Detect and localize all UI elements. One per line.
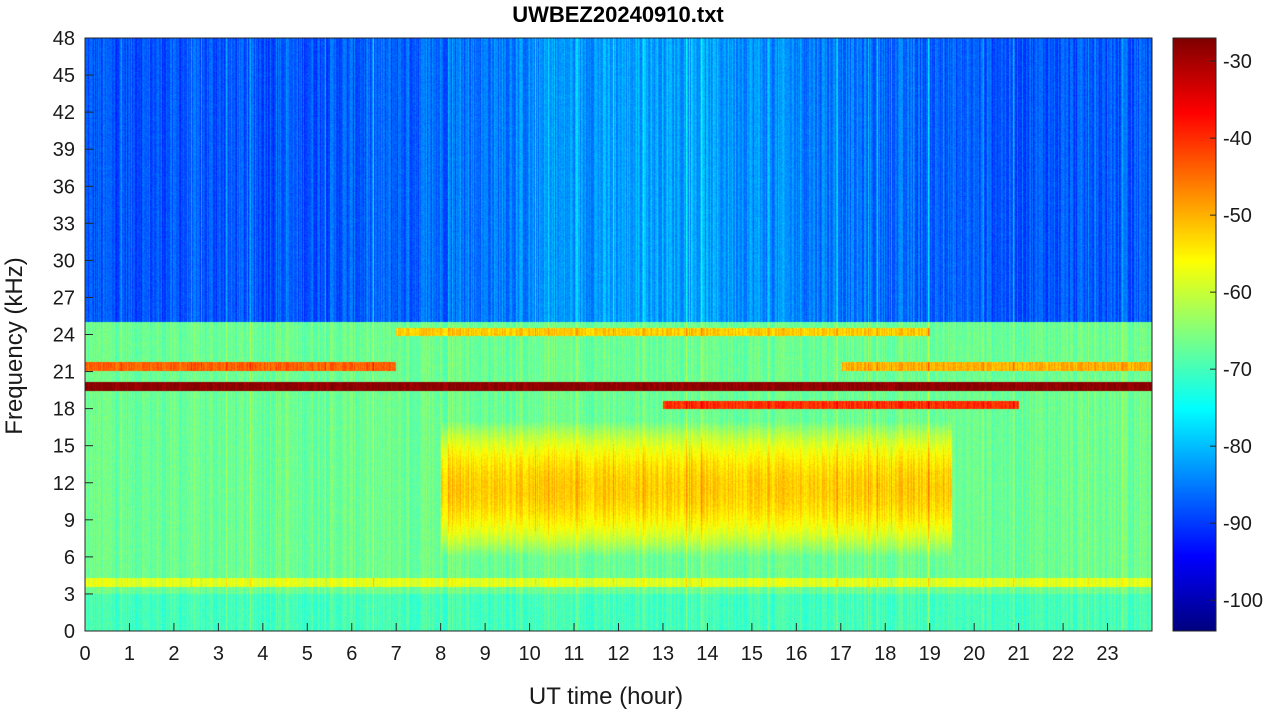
x-tick-label: 11: [564, 643, 585, 665]
x-tick-label: 15: [741, 643, 763, 665]
colorbar-tick-label: -100: [1223, 590, 1263, 612]
y-tick-label: 21: [53, 362, 75, 384]
y-tick-label: 9: [64, 510, 75, 532]
x-tick-label: 23: [1096, 643, 1118, 665]
colorbar-ticks: -100 -90 -80 -70 -60 -50 -40 -30: [1210, 51, 1263, 612]
y-tick-label: 15: [53, 436, 75, 458]
y-tick-label: 3: [64, 584, 75, 606]
colorbar-tick-label: -40: [1223, 128, 1252, 150]
x-tick-label: 0: [79, 643, 90, 665]
y-tick-label: 30: [53, 250, 75, 272]
y-tick-label: 0: [64, 621, 75, 643]
x-tick-label: 13: [652, 643, 674, 665]
y-tick-label: 42: [53, 102, 75, 124]
y-tick-label: 27: [53, 287, 75, 309]
y-tick-label: 45: [53, 65, 75, 87]
y-tick-label: 24: [53, 325, 75, 347]
y-axis-label: Frequency (kHz): [1, 257, 28, 434]
colorbar-tick-label: -80: [1223, 436, 1252, 458]
x-tick-label: 6: [346, 643, 357, 665]
x-tick-label: 9: [480, 643, 491, 665]
colorbar-tick-label: -90: [1223, 513, 1252, 535]
x-tick-label: 2: [168, 643, 179, 665]
x-tick-label: 5: [302, 643, 313, 665]
colorbar-tick-label: -60: [1223, 282, 1252, 304]
y-tick-label: 12: [53, 473, 75, 495]
colorbar-tick-label: -70: [1223, 359, 1252, 381]
x-tick-label: 10: [518, 643, 540, 665]
y-tick-label: 39: [53, 139, 75, 161]
colorbar-frame: [1172, 37, 1217, 632]
x-tick-label: 22: [1052, 643, 1074, 665]
y-tick-label: 6: [64, 547, 75, 569]
y-tick-label: 36: [53, 176, 75, 198]
x-tick-label: 18: [874, 643, 896, 665]
x-tick-label: 4: [257, 643, 268, 665]
y-tick-label: 48: [53, 28, 75, 50]
x-tick-label: 12: [607, 643, 629, 665]
chart-title: UWBEZ20240910.txt: [512, 2, 724, 27]
x-tick-label: 8: [435, 643, 446, 665]
x-tick-label: 20: [963, 643, 985, 665]
x-tick-label: 16: [785, 643, 807, 665]
spectrogram-heatmap: [85, 38, 1152, 631]
x-tick-label: 21: [1008, 643, 1030, 665]
x-tick-label: 7: [391, 643, 402, 665]
x-tick-label: 3: [213, 643, 224, 665]
x-axis-ticks: 0 1 2 3 4 5 6 7 8 9 10 11 12 13 14 15 16 17 18 19 20 21 22 23: [79, 623, 1119, 665]
colorbar-tick-label: -30: [1223, 51, 1252, 73]
y-tick-label: 18: [53, 399, 75, 421]
x-tick-label: 19: [919, 643, 941, 665]
x-tick-label: 1: [124, 643, 135, 665]
x-tick-label: 14: [696, 643, 718, 665]
colorbar-tick-label: -50: [1223, 205, 1252, 227]
colorbar: [1173, 38, 1216, 631]
x-axis-label: UT time (hour): [529, 683, 683, 710]
y-tick-label: 33: [53, 213, 75, 235]
x-tick-label: 17: [830, 643, 852, 665]
